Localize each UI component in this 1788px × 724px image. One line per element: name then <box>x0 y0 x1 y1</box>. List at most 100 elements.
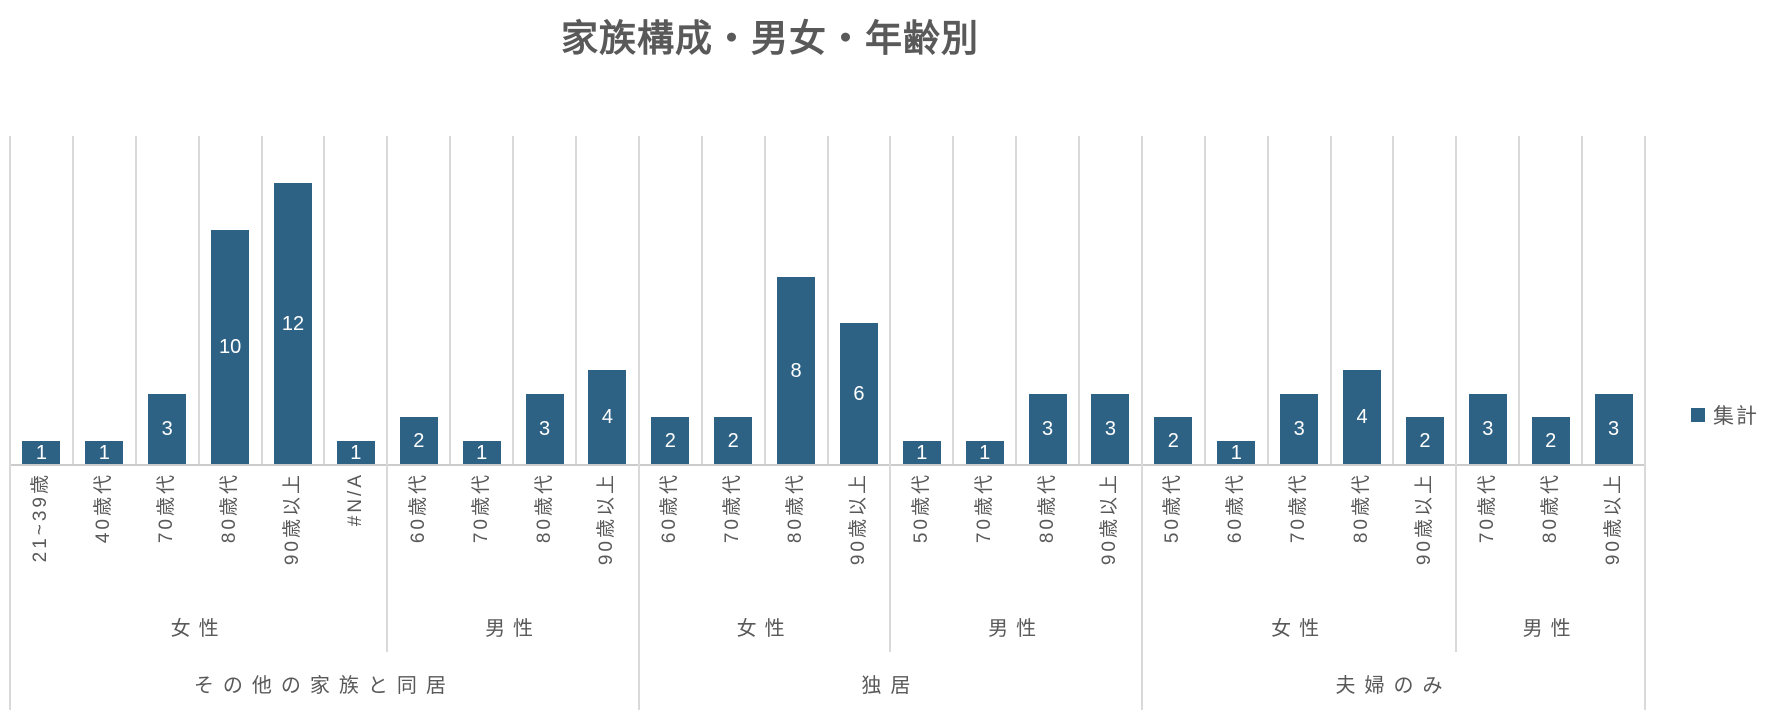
family-separator-line <box>1140 464 1143 710</box>
category-gridline <box>197 136 200 464</box>
age-tick-label: 80歳代 <box>1036 472 1058 544</box>
bar-value-label: 4 <box>601 406 613 428</box>
bar-value-label: 1 <box>916 441 928 464</box>
bar-value-label: 6 <box>853 382 865 405</box>
category-gridline <box>952 136 955 464</box>
gender-group-label: 男性 <box>1522 617 1579 640</box>
category-gridline <box>1140 136 1143 464</box>
age-tick-label: #N/A <box>344 472 366 527</box>
age-tick-label: 90歳以上 <box>281 472 303 566</box>
category-gridline <box>826 136 829 464</box>
bar: 3 <box>1091 394 1130 464</box>
bar-value-label: 3 <box>1607 418 1620 440</box>
category-gridline <box>260 136 263 464</box>
age-tick-label: 80歳代 <box>219 472 241 544</box>
bar-value-label: 3 <box>538 418 551 440</box>
category-gridline <box>889 136 892 464</box>
age-tick-label: 90歳以上 <box>596 472 618 566</box>
category-gridline <box>9 136 11 464</box>
bar: 1 <box>1217 441 1256 464</box>
bar: 8 <box>777 277 816 464</box>
bar: 2 <box>1154 417 1193 464</box>
bar-value-label: 2 <box>1419 429 1431 452</box>
bar: 3 <box>1028 394 1067 464</box>
category-gridline <box>1518 136 1521 464</box>
bar-value-label: 2 <box>1167 429 1179 452</box>
bar: 12 <box>273 183 312 464</box>
bar-value-label: 1 <box>476 441 488 464</box>
family-separator-line <box>637 464 640 710</box>
age-tick-label: 70歳代 <box>1288 472 1310 544</box>
x-axis-line <box>10 464 1645 466</box>
bar: 1 <box>22 441 61 464</box>
bar: 3 <box>1468 394 1507 464</box>
category-gridline <box>1203 136 1206 464</box>
category-gridline <box>763 136 766 464</box>
bar: 4 <box>588 370 627 464</box>
age-tick-label: 50歳代 <box>1162 472 1184 544</box>
bar-value-label: 3 <box>1482 418 1494 440</box>
age-tick-label: 60歳代 <box>1225 472 1247 544</box>
age-tick-label: 60歳代 <box>659 472 681 544</box>
bar: 3 <box>1594 394 1633 464</box>
age-tick-label: 60歳代 <box>407 472 429 544</box>
bar: 2 <box>1405 417 1444 464</box>
category-gridline <box>637 136 640 464</box>
category-gridline <box>1329 136 1332 464</box>
gender-separator-line <box>386 464 389 652</box>
category-gridline <box>386 136 389 464</box>
category-gridline <box>1266 136 1269 464</box>
category-gridline <box>1392 136 1395 464</box>
category-gridline <box>134 136 137 464</box>
legend-color-swatch-icon <box>1691 408 1705 422</box>
age-tick-label: 70歳代 <box>973 472 995 544</box>
gender-group-label: 女性 <box>736 617 793 640</box>
bar-value-label: 2 <box>1545 429 1557 452</box>
age-tick-label: 90歳以上 <box>1099 472 1121 566</box>
chart-title: 家族構成・男女・年齢別 <box>561 18 979 59</box>
bar: 2 <box>714 417 753 464</box>
category-gridline <box>1455 136 1458 464</box>
age-tick-label: 80歳代 <box>533 472 555 544</box>
age-tick-label: 40歳代 <box>93 472 115 544</box>
bar: 3 <box>1280 394 1319 464</box>
age-tick-label: 90歳以上 <box>1602 472 1624 566</box>
bar-value-label: 3 <box>1293 418 1305 440</box>
legend-series-label: 集計 <box>1713 405 1759 428</box>
gender-group-label: 女性 <box>170 617 227 640</box>
gender-separator-line <box>1455 464 1458 652</box>
plot-area: 1 21~39歳 1 40歳代 3 70歳代 10 80歳代 12 90歳以上 1 #N/A 2 60歳代… <box>9 136 1646 714</box>
category-gridline <box>512 136 515 464</box>
bar-value-label: 1 <box>98 441 110 464</box>
age-tick-label: 80歳代 <box>1539 472 1561 544</box>
bar: 6 <box>839 323 878 464</box>
age-tick-label: 80歳代 <box>785 472 807 544</box>
bar: 2 <box>651 417 690 464</box>
category-gridline <box>1644 136 1646 464</box>
category-gridline <box>71 136 74 464</box>
age-tick-label: 90歳以上 <box>1413 472 1435 566</box>
bar-value-label: 3 <box>1042 418 1054 440</box>
category-gridline <box>574 136 577 464</box>
gender-group-label: 男性 <box>988 617 1045 640</box>
bar: 2 <box>399 417 438 464</box>
age-tick-label: 70歳代 <box>470 472 492 544</box>
bar-value-label: 2 <box>413 429 425 452</box>
bar: 1 <box>902 441 941 464</box>
family-group-label: その他の家族と同居 <box>193 674 455 697</box>
bar: 10 <box>211 230 250 464</box>
age-tick-label: 21~39歳 <box>30 472 52 563</box>
bar: 2 <box>1531 417 1570 464</box>
gender-group-label: 女性 <box>1271 617 1328 640</box>
gender-group-label: 男性 <box>485 617 542 640</box>
bar-value-label: 4 <box>1356 406 1368 428</box>
bar-value-label: 3 <box>161 418 173 440</box>
family-group-label: 独居 <box>861 674 920 697</box>
bar-value-label: 12 <box>281 312 305 335</box>
gender-separator-line <box>889 464 892 652</box>
age-tick-label: 70歳代 <box>1476 472 1498 544</box>
bar-value-label: 1 <box>1230 441 1242 464</box>
age-tick-label: 70歳代 <box>156 472 178 544</box>
age-tick-label: 50歳代 <box>910 472 932 544</box>
bar-value-label: 1 <box>35 441 47 464</box>
